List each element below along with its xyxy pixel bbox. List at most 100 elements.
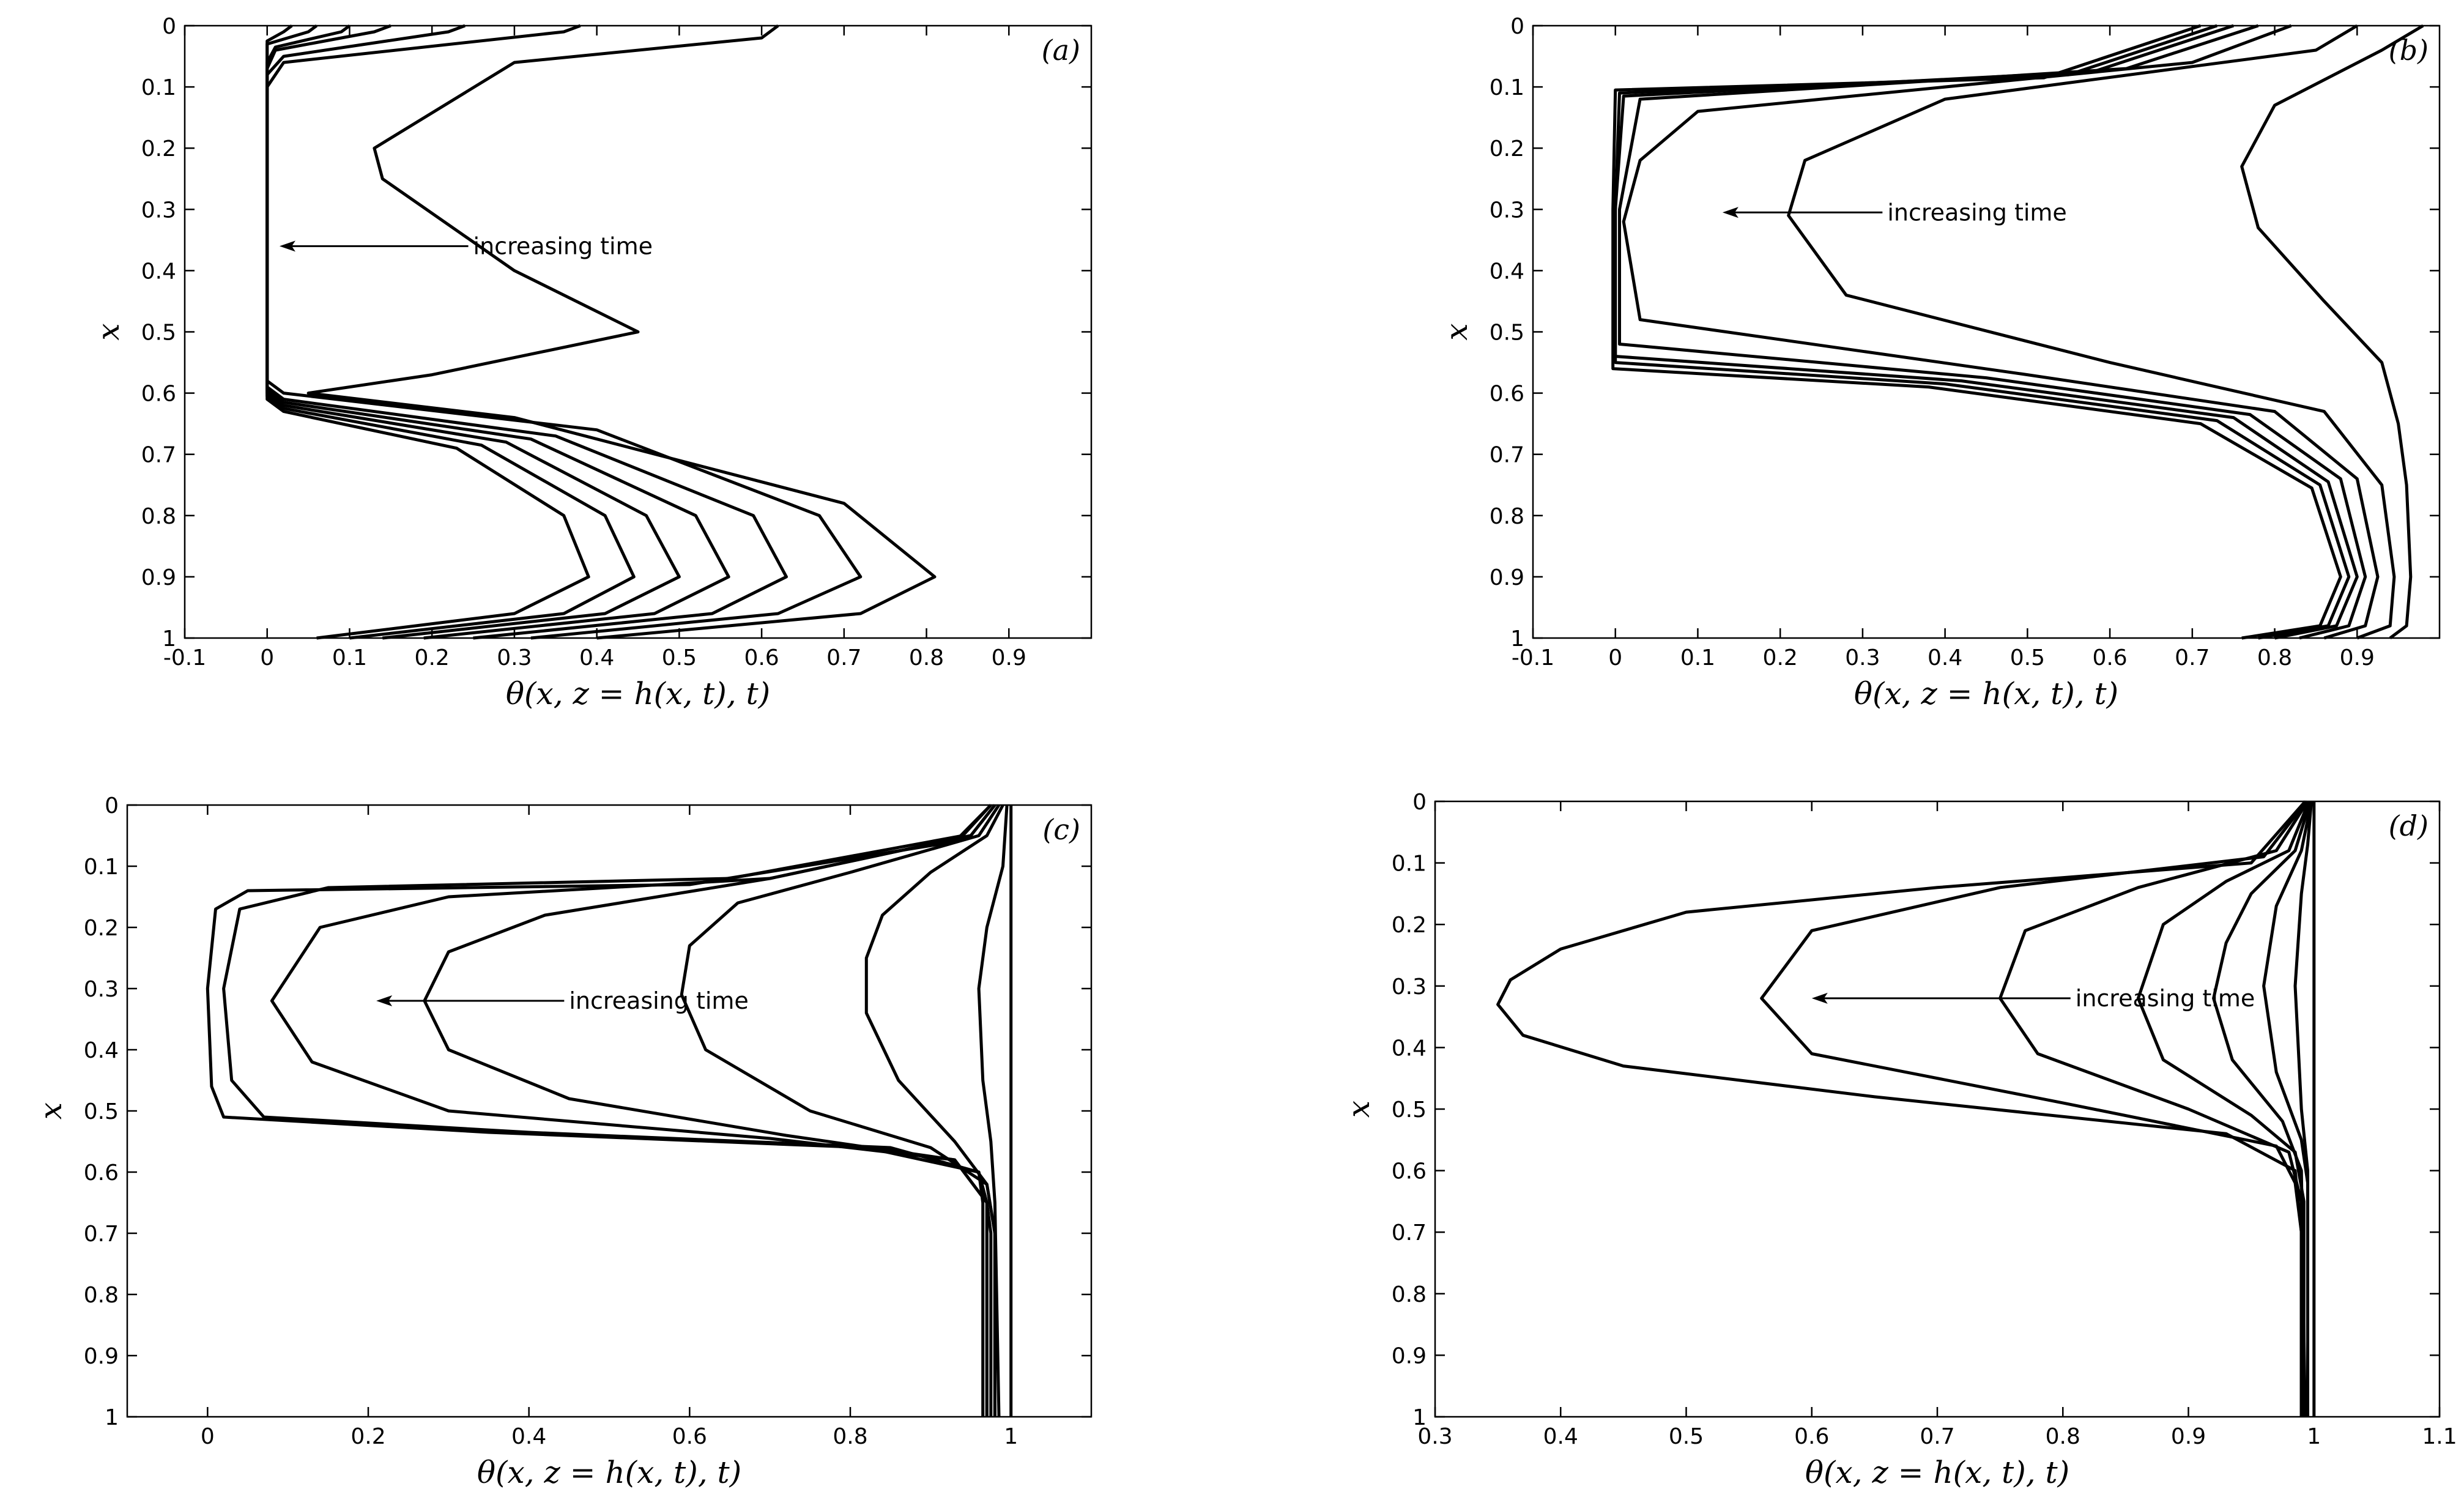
y-tick-label: 0.4 (84, 1038, 119, 1063)
series-line (265, 24, 590, 640)
annotation-text: increasing time (473, 232, 653, 259)
y-tick-label: 0.6 (1490, 382, 1524, 407)
x-tick-label: 1 (2307, 1424, 2321, 1449)
x-tick-label: 0.6 (744, 645, 779, 670)
y-tick-label: 0.2 (141, 136, 176, 161)
x-tick-label: 0.8 (2046, 1424, 2080, 1449)
series-line (222, 804, 992, 1417)
x-tick-label: -0.1 (1512, 645, 1554, 670)
y-tick-label: 0 (162, 14, 176, 39)
y-tick-label: 0.9 (1490, 565, 1524, 590)
annotation-arrow (1811, 992, 2071, 1004)
x-axis-label: θ(x, z = h(x, t), t) (506, 676, 770, 711)
y-tick-label: 0.6 (1392, 1159, 1427, 1184)
y-tick-label: 0.8 (84, 1283, 119, 1308)
x-tick-label: 0.8 (2257, 645, 2292, 670)
chart-panel: -0.1 0 0.1 0.2 0.3 0.4 0.5 0.6 0.7 0.8 0.9 0 0.1 0.2 0… (91, 14, 1093, 711)
series-line (265, 24, 681, 640)
annotation-arrow (279, 240, 469, 252)
y-tick-label: 0.3 (141, 198, 176, 223)
y-axis-label: x (1341, 1101, 1376, 1118)
x-tick-label: 0.7 (2175, 645, 2210, 670)
series-line (2262, 801, 2314, 1417)
y-tick-label: 0 (105, 793, 119, 819)
panel-label: (a) (1042, 34, 1080, 67)
x-tick-label: 0 (201, 1424, 215, 1449)
series-line (2212, 801, 2312, 1417)
y-tick-label: 0.5 (1392, 1097, 1427, 1123)
panel-label: (d) (2389, 809, 2429, 842)
series-line (206, 804, 992, 1417)
series-line (265, 24, 730, 640)
series-line (1622, 24, 2380, 640)
y-tick-label: 0.4 (1392, 1036, 1427, 1061)
y-tick-label: 1 (162, 626, 176, 652)
series-line (1496, 800, 2307, 1417)
series-line (265, 24, 788, 640)
chart-panel: 0 0.2 0.4 0.6 0.8 1 0 0.1 0.2 0.3 0.4 0.5 0.6 0.7 0.8 0… (33, 793, 1093, 1490)
y-tick-label: 0.8 (1392, 1282, 1427, 1307)
x-tick-label: 0.8 (909, 645, 944, 670)
y-tick-label: 0.8 (141, 504, 176, 529)
annotation-arrow (1722, 207, 1883, 218)
x-tick-label: 0.4 (1928, 645, 1962, 670)
y-tick-label: 0.5 (84, 1099, 119, 1124)
series-line (423, 804, 996, 1417)
plot-frame (126, 804, 1093, 1418)
x-tick-label: 0.5 (662, 645, 697, 670)
x-tick-label: 1 (1004, 1424, 1018, 1449)
y-tick-label: 0.2 (1490, 136, 1524, 161)
x-tick-label: 0.2 (1763, 645, 1798, 670)
x-tick-label: 1.1 (2422, 1424, 2457, 1449)
x-tick-label: 0.6 (1794, 1424, 1829, 1449)
chart-panel: -0.1 0 0.1 0.2 0.3 0.4 0.5 0.6 0.7 0.8 0.9 0 0.1 0.2 0… (1439, 14, 2441, 711)
x-axis-label: θ(x, z = h(x, t), t) (1805, 1455, 2069, 1490)
x-tick-label: 0.3 (1417, 1424, 1452, 1449)
y-tick-label: 0.6 (84, 1160, 119, 1186)
series-line (265, 24, 863, 640)
series-line (1787, 24, 2396, 640)
y-tick-label: 0.6 (141, 382, 176, 407)
y-tick-label: 0.1 (141, 75, 176, 100)
y-axis-label: x (1439, 323, 1474, 340)
x-tick-label: 0.4 (579, 645, 614, 670)
x-tick-label: 0.2 (415, 645, 450, 670)
x-tick-label: 0.9 (992, 645, 1026, 670)
y-tick-label: 0.5 (141, 321, 176, 346)
series-line (2136, 801, 2310, 1417)
y-tick-label: 0.7 (141, 443, 176, 468)
y-tick-label: 0.4 (141, 259, 176, 284)
y-tick-label: 0.4 (1490, 259, 1524, 284)
y-tick-label: 0.2 (1392, 913, 1427, 938)
y-tick-label: 0.1 (84, 855, 119, 880)
x-axis-label: θ(x, z = h(x, t), t) (1854, 676, 2118, 711)
y-tick-label: 0.9 (1392, 1343, 1427, 1368)
y-axis-label: x (91, 323, 126, 340)
y-tick-label: 0 (1510, 14, 1524, 39)
x-tick-label: 0.2 (351, 1424, 385, 1449)
x-tick-label: 0 (1608, 645, 1622, 670)
x-tick-label: 0.9 (2340, 645, 2375, 670)
y-tick-label: 0.3 (1392, 975, 1427, 1000)
x-tick-label: 0.5 (1669, 1424, 1704, 1449)
y-axis-label: x (33, 1102, 69, 1119)
annotation-text: increasing time (2076, 985, 2255, 1012)
x-tick-label: 0 (260, 645, 274, 670)
y-tick-label: 0.2 (84, 916, 119, 941)
x-tick-label: 0.3 (497, 645, 532, 670)
x-tick-label: 0.4 (511, 1424, 546, 1449)
x-tick-label: 0.6 (2092, 645, 2127, 670)
y-tick-label: 0.9 (141, 565, 176, 590)
y-tick-label: 0.7 (1392, 1220, 1427, 1246)
x-axis-label: θ(x, z = h(x, t), t) (477, 1455, 741, 1490)
series-line (2293, 801, 2314, 1417)
y-tick-label: 1 (105, 1405, 119, 1430)
y-tick-label: 0.7 (84, 1222, 119, 1247)
x-tick-label: 0.1 (1680, 645, 1715, 670)
x-tick-label: 0.5 (2010, 645, 2045, 670)
x-tick-label: 0.1 (332, 645, 367, 670)
x-tick-label: 0.9 (2171, 1424, 2206, 1449)
x-tick-label: 0.8 (833, 1424, 867, 1449)
y-tick-label: 0.5 (1490, 321, 1524, 346)
y-tick-label: 0 (1412, 790, 1427, 815)
